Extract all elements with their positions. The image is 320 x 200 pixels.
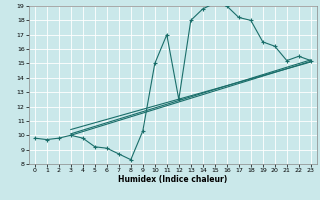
X-axis label: Humidex (Indice chaleur): Humidex (Indice chaleur) [118,175,228,184]
